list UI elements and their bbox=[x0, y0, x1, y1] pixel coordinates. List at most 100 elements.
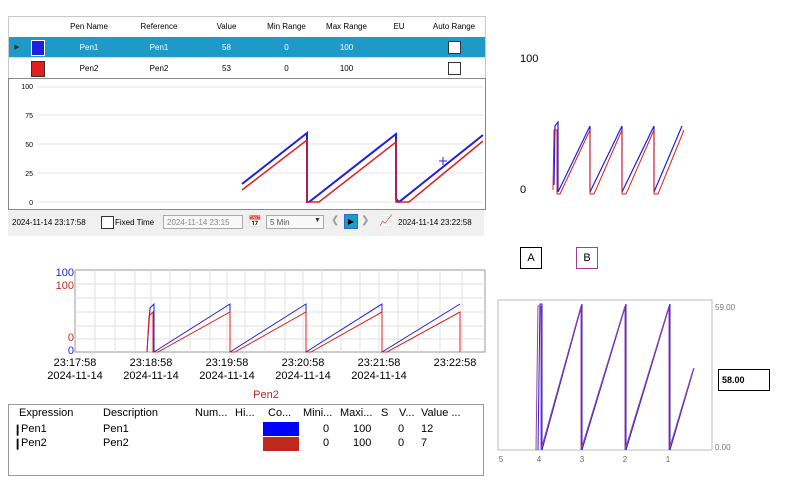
description-cell[interactable]: Pen2 bbox=[103, 437, 129, 449]
expression-cell[interactable]: Pen2 bbox=[21, 437, 47, 449]
mini-trend-chart[interactable]: 100 0 bbox=[520, 50, 700, 200]
pen-max-range[interactable]: 100 bbox=[339, 42, 354, 52]
column-hi[interactable]: Hi... bbox=[235, 407, 255, 419]
mini-trend-svg bbox=[552, 120, 685, 195]
y-tick-label: 75 bbox=[25, 113, 33, 120]
y-tick-label: 50 bbox=[25, 142, 33, 149]
x-tick-date: 2024-11-14 bbox=[275, 370, 330, 382]
auto-range-cell bbox=[424, 37, 484, 57]
column-minimum[interactable]: Mini... bbox=[303, 407, 333, 419]
maximum-cell[interactable]: 100 bbox=[353, 437, 372, 449]
x-tick-time: 23:19:58 bbox=[206, 357, 249, 369]
pen-eu[interactable] bbox=[384, 58, 414, 78]
sweep-y-min: 0.00 bbox=[715, 443, 731, 452]
pen-min-range[interactable]: 0 bbox=[284, 42, 289, 52]
button-b[interactable]: B bbox=[576, 247, 598, 269]
column-value[interactable]: Value ... bbox=[421, 407, 461, 419]
header-reference[interactable]: Reference bbox=[140, 21, 178, 31]
pen-color-swatch[interactable] bbox=[31, 40, 45, 56]
calendar-icon[interactable]: 📅 bbox=[248, 216, 262, 228]
minimum-cell[interactable]: 0 bbox=[323, 423, 330, 435]
previous-icon[interactable]: ❮ bbox=[331, 215, 340, 226]
v-cell[interactable]: 0 bbox=[398, 437, 405, 449]
column-description[interactable]: Description bbox=[103, 407, 159, 419]
header-eu[interactable]: EU bbox=[393, 21, 405, 31]
value-cell: 12 bbox=[421, 423, 434, 435]
column-color[interactable]: Co... bbox=[268, 407, 292, 419]
pen-row[interactable]: Pen2 Pen2 53 0 100 bbox=[9, 57, 485, 78]
x-tick-date: 2024-11-14 bbox=[123, 370, 178, 382]
end-time: 2024-11-14 23:22:58 bbox=[398, 218, 472, 227]
sweep-x-tick: 3 bbox=[580, 455, 585, 464]
maximum-cell[interactable]: 100 bbox=[353, 423, 372, 435]
column-expression[interactable]: Expression bbox=[19, 407, 74, 419]
duration-select[interactable]: 5 Min bbox=[266, 215, 324, 229]
pen-reference: Pen2 bbox=[149, 63, 169, 73]
column-v[interactable]: V... bbox=[399, 407, 415, 419]
pen-name: Pen2 bbox=[79, 63, 99, 73]
y-label-pen2-max: 100 bbox=[56, 280, 74, 292]
play-icon[interactable]: ▶ bbox=[344, 214, 358, 229]
pen-axis-label: Pen2 bbox=[253, 389, 279, 401]
x-tick-time: 23:17:58 bbox=[54, 357, 97, 369]
x-tick-date: 2024-11-14 bbox=[199, 370, 254, 382]
pen2-history-trace bbox=[146, 310, 461, 353]
pen2-mini-trace bbox=[552, 129, 685, 195]
sweep-y-max: 59.00 bbox=[715, 303, 736, 312]
pen-row[interactable]: ▶ Pen1 Pen1 58 0 100 bbox=[9, 37, 485, 57]
x-tick-time: 23:18:58 bbox=[130, 357, 173, 369]
description-cell[interactable]: Pen1 bbox=[103, 423, 129, 435]
column-number[interactable]: Num... bbox=[195, 407, 228, 419]
header-value[interactable]: Value bbox=[216, 21, 237, 31]
sweep-trace bbox=[535, 305, 694, 451]
history-grid bbox=[75, 270, 485, 352]
y-label-pen2-min: 0 bbox=[68, 332, 74, 344]
trend-chart[interactable]: 100 75 50 25 0 bbox=[8, 78, 486, 210]
row-handle-icon: ❙ bbox=[13, 438, 23, 450]
y-label-pen1-max: 100 bbox=[56, 267, 74, 279]
pen-table: Pen Name Reference Value Min Range Max R… bbox=[8, 16, 486, 80]
button-a[interactable]: A bbox=[520, 247, 542, 269]
cursor-icon bbox=[439, 157, 447, 165]
pen-table-header: Pen Name Reference Value Min Range Max R… bbox=[9, 17, 485, 35]
fixed-time-checkbox[interactable] bbox=[101, 216, 114, 229]
color-cell[interactable] bbox=[263, 437, 299, 451]
sweep-chart[interactable]: 59.00 0.00 5 4 3 2 1 bbox=[496, 298, 786, 468]
pen-eu[interactable] bbox=[384, 37, 414, 57]
pen-name: Pen1 bbox=[79, 42, 99, 52]
trend-icon[interactable]: 📈 bbox=[379, 215, 393, 227]
header-max-range[interactable]: Max Range bbox=[326, 21, 367, 31]
pen-min-range[interactable]: 0 bbox=[284, 63, 289, 73]
pen-grid-list: Expression Description Num... Hi... Co..… bbox=[8, 404, 484, 476]
color-cell[interactable] bbox=[263, 422, 299, 436]
chevron-down-icon: ▼ bbox=[314, 217, 321, 224]
header-pen-name[interactable]: Pen Name bbox=[70, 21, 108, 31]
sweep-x-tick: 5 bbox=[499, 455, 504, 464]
pen-color-swatch[interactable] bbox=[31, 61, 45, 77]
auto-range-checkbox[interactable] bbox=[447, 61, 461, 75]
expression-cell[interactable]: Pen1 bbox=[21, 423, 47, 435]
header-auto-range[interactable]: Auto Range bbox=[432, 21, 476, 31]
history-chart[interactable]: 100 100 0 0 23:17:58 23:18:58 23:19:58 2… bbox=[30, 262, 490, 402]
auto-range-cell bbox=[424, 58, 484, 78]
minimum-cell[interactable]: 0 bbox=[323, 437, 330, 449]
header-min-range[interactable]: Min Range bbox=[267, 21, 306, 31]
auto-range-checkbox[interactable] bbox=[447, 40, 461, 54]
fixed-time-input[interactable]: 2024-11-14 23:15 bbox=[163, 215, 243, 229]
history-plot-area bbox=[74, 269, 486, 353]
column-maximum[interactable]: Maxi... bbox=[340, 407, 373, 419]
sweep-x-tick: 2 bbox=[623, 455, 628, 464]
fixed-time-label: Fixed Time bbox=[115, 218, 155, 227]
sweep-chart-svg: 59.00 0.00 5 4 3 2 1 bbox=[497, 299, 736, 464]
start-time: 2024-11-14 23:17:58 bbox=[12, 218, 86, 227]
y-tick-label: 100 bbox=[21, 84, 33, 91]
pen-reference: Pen1 bbox=[149, 42, 169, 52]
row-pointer-icon: ▶ bbox=[14, 44, 20, 51]
sweep-x-tick: 4 bbox=[537, 455, 542, 464]
v-cell[interactable]: 0 bbox=[398, 423, 405, 435]
column-s[interactable]: S bbox=[381, 407, 389, 419]
x-tick-date: 2024-11-14 bbox=[47, 370, 102, 382]
sweep-trace-outline bbox=[537, 303, 695, 451]
pen-max-range[interactable]: 100 bbox=[339, 63, 354, 73]
next-icon[interactable]: ❯ bbox=[361, 215, 370, 226]
